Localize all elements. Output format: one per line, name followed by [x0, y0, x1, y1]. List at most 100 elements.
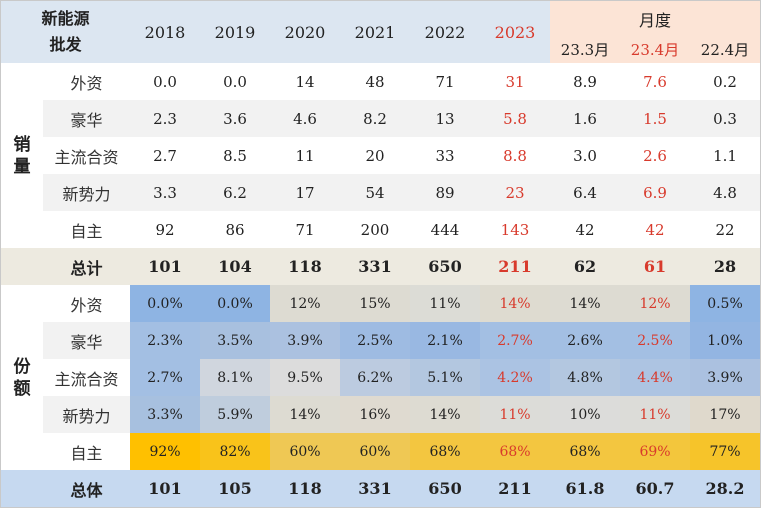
share-total-cell: 118: [288, 479, 322, 498]
share-cell: 14%: [480, 285, 550, 322]
sales-cell: 143: [500, 220, 530, 239]
share-cell: 77%: [690, 433, 760, 470]
share-cell: 0.5%: [690, 285, 760, 322]
sales-label-char: 量: [13, 156, 31, 177]
share-cell: 68%: [550, 433, 620, 470]
share-cell: 2.5%: [620, 322, 690, 359]
sales-total-cell: 650: [428, 257, 462, 276]
month-header: 23.4月: [630, 40, 680, 59]
sales-cell: 0.0: [153, 72, 177, 91]
share-cell: 2.5%: [340, 322, 410, 359]
share-row-label: 自主: [43, 433, 130, 470]
sales-cell: 5.8: [503, 109, 527, 128]
sales-cell: 22: [715, 220, 735, 239]
share-total-cell: 101: [148, 479, 182, 498]
share-cell: 2.7%: [130, 359, 200, 396]
sales-row-bg: [43, 63, 760, 100]
share-cell: 2.6%: [550, 322, 620, 359]
sales-cell: 33: [435, 146, 455, 165]
share-cell: 16%: [340, 396, 410, 433]
share-cell: 9.5%: [270, 359, 340, 396]
sales-cell: 6.9: [643, 183, 667, 202]
year-header-2023: 2023: [494, 22, 536, 42]
sales-total-cell: 28: [713, 257, 737, 276]
share-cell: 2.3%: [130, 322, 200, 359]
sales-total-cell: 61: [643, 257, 667, 276]
share-total-cell: 331: [358, 479, 392, 498]
sales-cell: 71: [295, 220, 315, 239]
share-cell: 5.9%: [200, 396, 270, 433]
sales-cell: 86: [225, 220, 245, 239]
sales-total-cell: 211: [498, 257, 532, 276]
sales-cell: 13: [435, 109, 455, 128]
sales-cell: 17: [295, 183, 315, 202]
sales-row-label: 主流合资: [54, 147, 119, 167]
share-cell: 12%: [270, 285, 340, 322]
share-cell: 3.3%: [130, 396, 200, 433]
sales-cell: 92: [155, 220, 175, 239]
share-cell: 3.9%: [690, 359, 760, 396]
sales-cell: 2.3: [153, 109, 177, 128]
year-header-2021: 2021: [354, 22, 396, 42]
share-cell: 4.8%: [550, 359, 620, 396]
sales-cell: 8.5: [223, 146, 247, 165]
share-cell: 3.9%: [270, 322, 340, 359]
share-cell: 12%: [620, 285, 690, 322]
month-header-bg: [550, 1, 760, 63]
sales-cell: 42: [575, 220, 595, 239]
share-cell: 4.4%: [620, 359, 690, 396]
sales-cell: 89: [435, 183, 455, 202]
sales-cell: 6.2: [223, 183, 247, 202]
sales-cell: 6.4: [573, 183, 597, 202]
share-cell: 69%: [620, 433, 690, 470]
sales-cell: 14: [295, 72, 315, 91]
share-cell: 4.2%: [480, 359, 550, 396]
share-cell: 17%: [690, 396, 760, 433]
share-total-cell: 211: [498, 479, 532, 498]
month-header: 23.3月: [560, 40, 610, 59]
year-header-bg: [130, 1, 550, 63]
share-cell: 5.1%: [410, 359, 480, 396]
sales-cell: 8.8: [503, 146, 527, 165]
share-total-cell: 650: [428, 479, 462, 498]
month-group-header: 月度: [638, 11, 671, 30]
share-total-cell: 60.7: [635, 479, 675, 498]
share-cell: 60%: [340, 433, 410, 470]
share-total-cell: 61.8: [565, 479, 605, 498]
year-header-2022: 2022: [424, 22, 466, 42]
sales-cell: 2.6: [643, 146, 667, 165]
share-cell: 6.2%: [340, 359, 410, 396]
sales-total-cell: 101: [148, 257, 182, 276]
sales-cell: 444: [430, 220, 460, 239]
sales-cell: 42: [645, 220, 665, 239]
sales-cell: 7.6: [643, 72, 667, 91]
sales-section-label: 销量: [1, 63, 43, 248]
sales-row-bg: [43, 100, 760, 137]
corner-line1: 新能源: [41, 9, 90, 28]
share-cell: 3.5%: [200, 322, 270, 359]
sales-total-cell: 331: [358, 257, 392, 276]
sales-cell: 4.6: [293, 109, 317, 128]
sales-cell: 1.1: [713, 146, 737, 165]
share-total-cell: 105: [218, 479, 252, 498]
sales-total-cell: 104: [218, 257, 252, 276]
share-cell: 1.0%: [690, 322, 760, 359]
sales-cell: 8.9: [573, 72, 597, 91]
sales-cell: 8.2: [363, 109, 387, 128]
corner-header: 新能源 批发: [1, 1, 130, 63]
sales-cell: 4.8: [713, 183, 737, 202]
share-row-label: 豪华: [43, 322, 130, 359]
share-cell: 2.1%: [410, 322, 480, 359]
share-cell: 14%: [550, 285, 620, 322]
year-header-2019: 2019: [214, 22, 256, 42]
share-row-label: 新势力: [43, 396, 130, 433]
sales-row-label: 豪华: [70, 110, 103, 130]
sales-cell: 0.0: [223, 72, 247, 91]
sales-cell: 2.7: [153, 146, 177, 165]
year-header-2018: 2018: [144, 22, 186, 42]
sales-total-label: 总计: [70, 258, 103, 278]
share-cell: 8.1%: [200, 359, 270, 396]
sales-row-bg: [43, 137, 760, 174]
month-header: 22.4月: [700, 40, 750, 59]
